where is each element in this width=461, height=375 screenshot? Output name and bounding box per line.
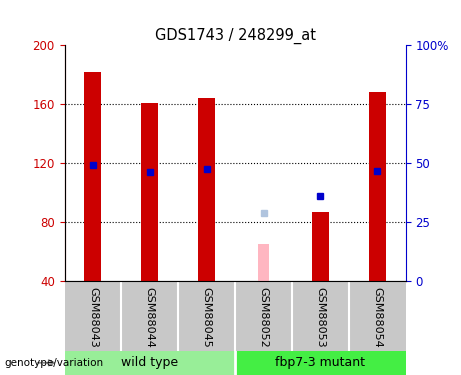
Bar — [235, 351, 406, 375]
Bar — [142, 103, 159, 281]
Text: GSM88043: GSM88043 — [88, 287, 98, 348]
Text: GSM88052: GSM88052 — [259, 287, 269, 348]
Text: wild type: wild type — [121, 356, 178, 369]
Text: GSM88054: GSM88054 — [372, 287, 382, 348]
Bar — [259, 244, 269, 281]
Bar — [369, 92, 386, 281]
Text: GSM88044: GSM88044 — [145, 287, 155, 348]
Bar — [84, 72, 101, 281]
Text: GSM88045: GSM88045 — [201, 287, 212, 348]
Bar — [312, 212, 329, 281]
Text: GSM88053: GSM88053 — [315, 287, 325, 347]
Text: fbp7-3 mutant: fbp7-3 mutant — [275, 356, 366, 369]
Bar — [198, 98, 215, 281]
Title: GDS1743 / 248299_at: GDS1743 / 248299_at — [154, 27, 316, 44]
Text: genotype/variation: genotype/variation — [5, 358, 104, 368]
Bar — [65, 351, 235, 375]
